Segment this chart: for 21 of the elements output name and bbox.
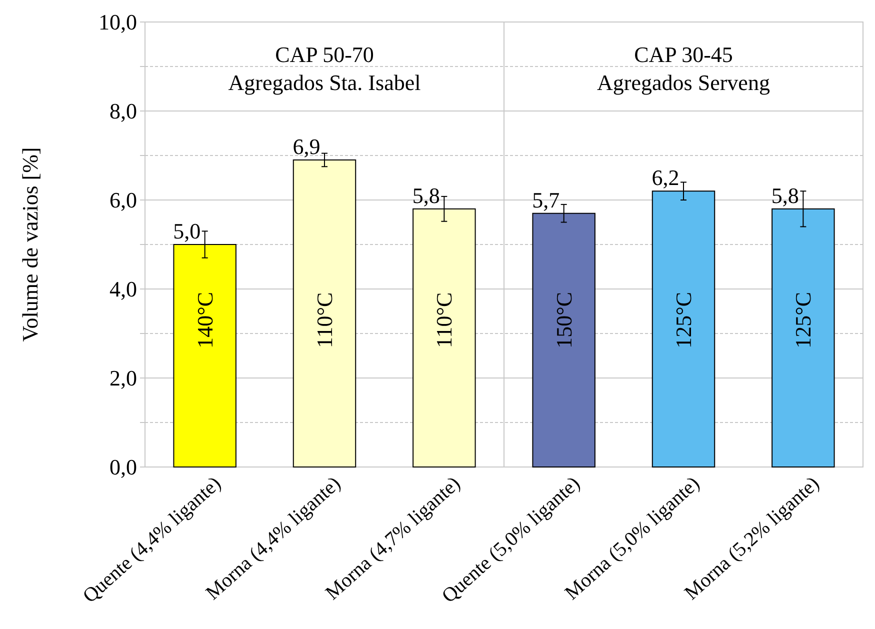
- data-label: 6,9: [292, 134, 320, 159]
- y-tick-label: 6,0: [110, 188, 137, 212]
- y-axis-title: Volume de vazios [%]: [18, 147, 42, 342]
- annotation: CAP 50-70 Agregados Sta. Isabel: [228, 42, 421, 95]
- annotation: 140°C: [192, 292, 218, 348]
- y-tick-label: 4,0: [110, 276, 137, 302]
- annotation: 125°C: [790, 292, 816, 348]
- annotation: 110°C: [432, 292, 457, 348]
- annotation: 150°C: [551, 292, 576, 348]
- annotation: 110°C: [312, 292, 337, 348]
- data-label: 5,0: [173, 218, 201, 244]
- y-tick-label: 2,0: [110, 366, 137, 390]
- y-tick-label: 0,0: [110, 454, 137, 480]
- y-tick-label: 10,0: [98, 10, 137, 34]
- data-label: 5,8: [412, 182, 440, 208]
- annotation: CAP 30-45 Agregados Serveng: [597, 42, 770, 95]
- data-label: 6,2: [652, 165, 680, 190]
- y-tick-label: 8,0: [110, 98, 137, 124]
- data-label: 5,7: [532, 187, 560, 212]
- data-label: 5,8: [771, 182, 799, 208]
- annotation: 125°C: [671, 292, 696, 348]
